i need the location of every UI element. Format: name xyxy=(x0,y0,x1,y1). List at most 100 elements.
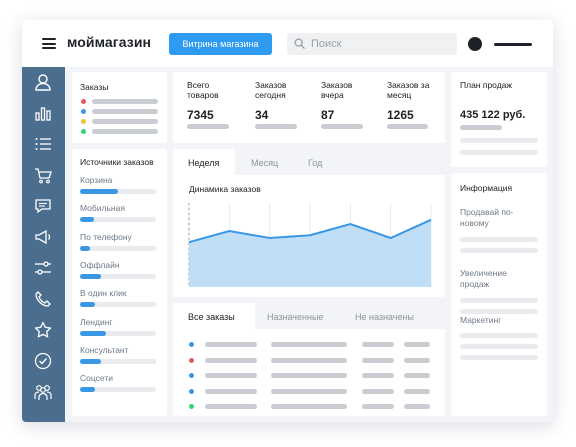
avatar[interactable] xyxy=(468,37,482,51)
table-cell xyxy=(362,404,394,409)
orders-chart-card: Неделя Месяц Год Динамика заказов xyxy=(173,149,445,297)
search-icon xyxy=(294,38,305,49)
chart-tab[interactable]: Неделя xyxy=(188,158,220,168)
plan-placeholder-line xyxy=(460,150,538,155)
status-bar xyxy=(92,109,158,114)
stats-card: Всего товаров 7345 Заказов сегодня 34 Заказо… xyxy=(173,72,445,143)
user-icon[interactable] xyxy=(33,72,53,92)
table-cell xyxy=(271,373,347,378)
table-cell xyxy=(205,388,257,394)
status-dot xyxy=(189,404,194,409)
table-cell xyxy=(362,388,394,394)
order-sources-card: Источники заказов Корзина Мобильная По тел… xyxy=(72,149,167,416)
table-cell xyxy=(205,342,257,347)
stat-value: 7345 xyxy=(187,108,214,122)
chart-tab-active-bg xyxy=(173,149,235,176)
info-link[interactable]: Маркетинг xyxy=(460,315,502,325)
status-bar xyxy=(92,129,158,134)
status-dot xyxy=(189,357,194,363)
stat-bar xyxy=(321,124,363,129)
status-dot xyxy=(81,119,86,124)
brand-logo[interactable]: моймагазин xyxy=(67,34,152,50)
table-cell xyxy=(404,342,430,347)
info-placeholder-line xyxy=(460,298,538,303)
app-window: моймагазин Витрина магазина xyxy=(22,20,553,422)
stat-value: 87 xyxy=(321,108,335,122)
check-circle-icon[interactable] xyxy=(33,351,53,371)
plan-bar xyxy=(460,125,502,130)
sliders-icon[interactable] xyxy=(33,258,53,278)
table-cell xyxy=(205,357,257,363)
phone-icon[interactable] xyxy=(33,289,53,309)
info-placeholder-line xyxy=(460,309,538,314)
orders-title: Заказы xyxy=(80,82,109,92)
sources-title: Источники заказов xyxy=(80,157,154,167)
source-track xyxy=(80,273,156,279)
list-icon[interactable] xyxy=(33,134,53,154)
megaphone-icon[interactable] xyxy=(33,227,53,247)
source-label: По телефону xyxy=(80,231,132,242)
source-bar xyxy=(80,245,90,251)
status-dot xyxy=(189,373,194,378)
status-bar xyxy=(92,119,158,124)
source-label: Мобильная xyxy=(80,203,125,214)
hamburger-menu-icon[interactable] xyxy=(42,38,56,49)
source-bar xyxy=(80,358,101,364)
orders-tab[interactable]: Не назначены xyxy=(355,312,414,322)
stat-bar xyxy=(387,124,428,129)
info-link[interactable]: Увеличение продаж xyxy=(460,268,507,289)
search-box[interactable] xyxy=(287,33,457,55)
table-row[interactable] xyxy=(173,357,445,365)
source-track xyxy=(80,330,156,336)
table-row[interactable] xyxy=(173,388,445,396)
chart-tab[interactable]: Месяц xyxy=(251,158,279,168)
chart-tab[interactable]: Год xyxy=(308,158,323,168)
table-cell xyxy=(271,342,347,347)
users-icon[interactable] xyxy=(33,382,53,402)
top-bar: моймагазин Витрина магазина xyxy=(22,20,553,67)
sidebar xyxy=(22,67,65,422)
plan-value: 435 122 руб. xyxy=(460,109,526,121)
orders-table-card: Все заказы Назначенные Не назначены xyxy=(173,303,445,416)
store-front-button[interactable]: Витрина магазина xyxy=(169,33,272,55)
orders-tab[interactable]: Назначенные xyxy=(267,312,324,322)
cart-icon[interactable] xyxy=(33,165,53,185)
stat-value: 1265 xyxy=(387,108,414,122)
user-name-placeholder[interactable] xyxy=(494,43,532,46)
table-cell xyxy=(205,373,257,378)
star-icon[interactable] xyxy=(33,320,53,340)
info-title: Информация xyxy=(460,183,513,193)
search-input[interactable] xyxy=(311,33,451,55)
source-label: Оффлайн xyxy=(80,259,120,270)
table-cell xyxy=(404,373,430,378)
orders-tab[interactable]: Все заказы xyxy=(188,312,235,322)
info-placeholder-line xyxy=(460,344,538,349)
table-cell xyxy=(205,404,257,409)
source-bar xyxy=(80,302,95,308)
source-bar xyxy=(80,387,95,393)
table-row[interactable] xyxy=(173,341,445,349)
info-placeholder-line xyxy=(460,237,538,242)
info-placeholder-line xyxy=(460,355,538,360)
info-link[interactable]: Продавай по-новому xyxy=(460,207,514,228)
table-cell xyxy=(271,388,347,394)
table-row[interactable] xyxy=(173,372,445,380)
status-dot xyxy=(81,129,86,134)
source-bar xyxy=(80,217,94,223)
table-row[interactable] xyxy=(173,403,445,411)
source-label: Корзина xyxy=(80,175,113,185)
source-track xyxy=(80,245,156,251)
source-label: Лендинг xyxy=(80,316,113,327)
table-cell xyxy=(362,342,394,347)
chart-title: Динамика заказов xyxy=(189,184,261,194)
stat-label: Всего товаров xyxy=(187,80,219,100)
source-label: В один клик xyxy=(80,288,127,299)
source-bar xyxy=(80,189,118,194)
bar-chart-icon[interactable] xyxy=(33,103,53,123)
info-card: Информация Продавай по-новому Увеличение … xyxy=(451,173,547,416)
info-placeholder-line xyxy=(460,333,538,338)
chat-icon[interactable] xyxy=(33,196,53,216)
table-cell xyxy=(404,388,430,394)
plan-placeholder-line xyxy=(460,138,538,143)
stat-label: Заказов вчера xyxy=(321,80,353,100)
